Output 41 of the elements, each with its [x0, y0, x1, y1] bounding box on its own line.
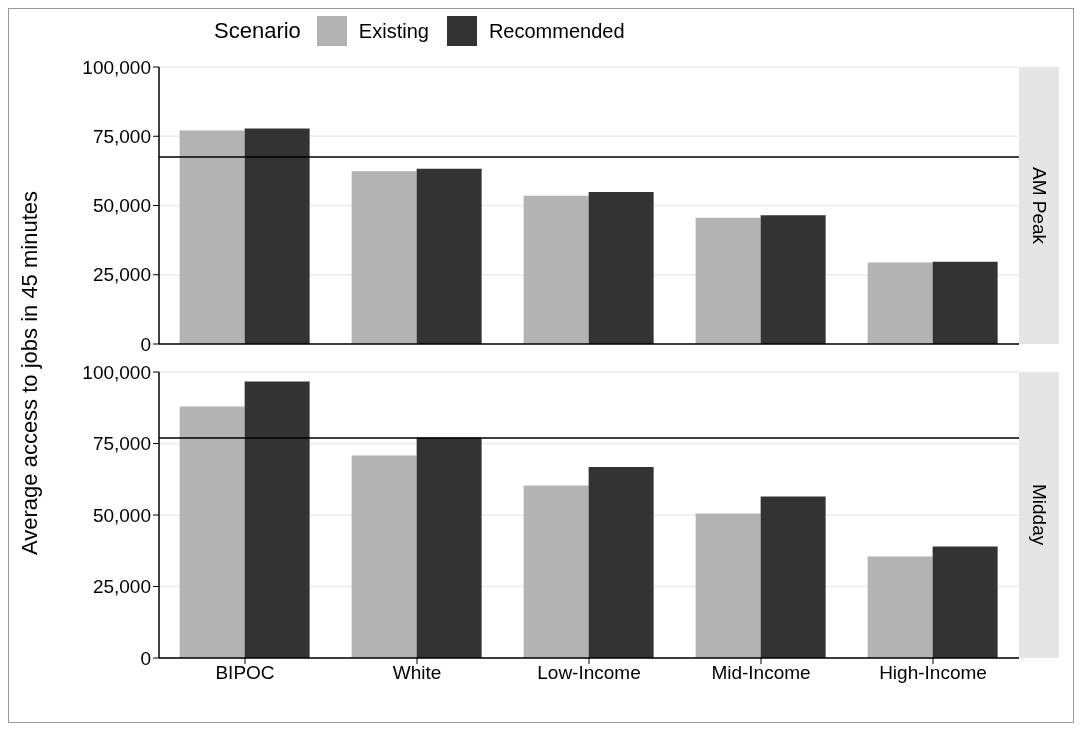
- y-tick-label: 100,000: [82, 56, 151, 78]
- legend-label: Recommended: [488, 19, 625, 43]
- x-tick-label: Mid-Income: [711, 662, 811, 684]
- bar: [416, 168, 482, 344]
- y-tick-label: 0: [140, 333, 151, 355]
- text: AM Peak: [1028, 166, 1050, 245]
- bar: [695, 513, 761, 658]
- bar: [416, 437, 482, 658]
- bar: [179, 406, 245, 658]
- y-tick-label: 25,000: [92, 264, 151, 286]
- bar: [760, 496, 826, 658]
- bar: [867, 262, 933, 344]
- y-tick-label: 50,000: [92, 195, 151, 217]
- y-tick-label: 50,000: [92, 504, 151, 526]
- bar: [244, 128, 310, 344]
- y-tick-label: 25,000: [92, 576, 151, 598]
- x-tick-label: Low-Income: [537, 662, 641, 684]
- x-tick-label: High-Income: [879, 662, 987, 684]
- bar: [351, 171, 417, 344]
- bar: [760, 215, 826, 344]
- bar: [588, 191, 654, 344]
- bar: [932, 546, 998, 658]
- bar: [867, 556, 933, 658]
- x-tick-label: BIPOC: [215, 662, 275, 684]
- y-axis-title: Average access to jobs in 45 minutes: [17, 190, 43, 556]
- x-tick-label: White: [392, 662, 442, 684]
- y-tick-label: 0: [140, 647, 151, 669]
- legend-title: Scenario: [214, 18, 301, 44]
- y-tick-label: 100,000: [82, 361, 151, 383]
- bar: [523, 195, 589, 344]
- bar: [588, 466, 654, 658]
- bar: [695, 217, 761, 344]
- bar: [244, 381, 310, 658]
- bar: [351, 455, 417, 658]
- bar: [179, 130, 245, 344]
- bar: [523, 485, 589, 658]
- text: Midday: [1028, 484, 1050, 546]
- y-tick-label: 75,000: [92, 126, 151, 147]
- bar: [932, 261, 998, 344]
- y-tick-label: 75,000: [92, 433, 151, 455]
- legend-label: Existing: [358, 19, 429, 43]
